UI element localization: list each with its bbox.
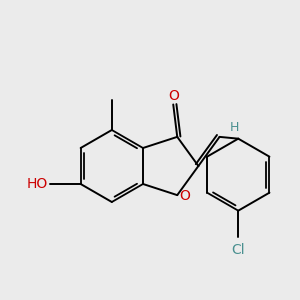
Text: O: O bbox=[179, 189, 190, 203]
Text: HO: HO bbox=[27, 177, 48, 191]
Text: H: H bbox=[230, 122, 239, 134]
Text: Cl: Cl bbox=[232, 243, 245, 256]
Text: O: O bbox=[168, 89, 179, 103]
